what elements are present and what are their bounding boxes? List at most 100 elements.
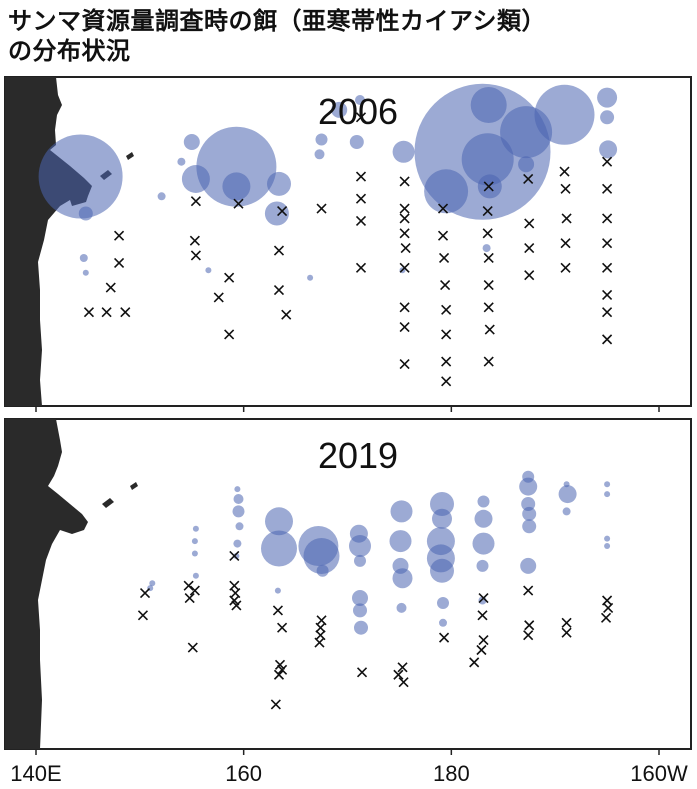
absence-cross: [183, 580, 194, 591]
absence-cross: [441, 329, 452, 340]
copepod-bubble: [315, 133, 328, 146]
absence-cross: [523, 630, 534, 641]
absence-cross: [560, 183, 571, 194]
absence-cross: [603, 602, 614, 613]
copepod-bubble: [522, 506, 537, 521]
absence-cross: [602, 156, 613, 167]
absence-cross: [524, 620, 535, 631]
copepod-bubble: [599, 140, 618, 159]
absence-cross: [356, 667, 368, 678]
copepod-bubble: [38, 134, 123, 219]
absence-cross: [277, 206, 288, 217]
copepod-bubble: [477, 495, 490, 508]
absence-cross: [560, 238, 571, 249]
absence-cross: [273, 284, 285, 296]
copepod-bubble: [604, 491, 611, 498]
copepod-bubble: [518, 156, 535, 173]
marks-2019: [137, 470, 614, 710]
copepod-bubble: [78, 206, 93, 221]
copepod-bubble: [149, 580, 156, 587]
x-tick-label: 160: [225, 761, 262, 786]
copepod-bubble: [482, 244, 491, 253]
landmass-islands-2019: [102, 482, 138, 508]
absence-cross: [399, 203, 410, 214]
absence-cross: [187, 642, 198, 653]
copepod-bubble: [353, 603, 367, 618]
absence-cross: [272, 605, 283, 616]
absence-cross: [139, 588, 151, 599]
copepod-bubble: [439, 618, 447, 627]
absence-cross: [441, 304, 452, 315]
copepod-bubble: [316, 564, 329, 577]
absence-cross: [189, 235, 200, 246]
absence-cross: [137, 610, 149, 621]
landmass-japan-2019: [5, 419, 88, 749]
copepod-bubble: [600, 110, 615, 125]
copepod-bubble: [261, 530, 297, 567]
copepod-bubble: [604, 535, 611, 542]
absence-cross: [476, 644, 487, 656]
copepod-bubble: [354, 620, 368, 635]
copepod-bubble: [233, 494, 244, 504]
absence-cross: [600, 612, 612, 623]
copepod-bubble: [396, 602, 407, 613]
panel-2019: 2019: [4, 418, 692, 750]
copepod-bubble: [222, 172, 251, 201]
copepod-bubble: [520, 557, 537, 574]
copepod-bubble: [235, 522, 244, 531]
absence-cross: [483, 302, 494, 313]
absence-cross: [399, 213, 410, 224]
absence-cross: [400, 243, 411, 254]
copepod-bubble: [191, 538, 198, 545]
absence-cross: [523, 173, 534, 185]
copepod-bubble: [474, 509, 493, 528]
copepod-bubble: [470, 87, 507, 123]
absence-cross: [602, 262, 613, 273]
absence-cross: [437, 203, 449, 214]
panel-title-2006: 2006: [318, 91, 398, 132]
absence-cross: [561, 213, 572, 224]
absence-cross: [477, 610, 488, 621]
absence-cross: [559, 166, 570, 177]
absence-cross: [441, 356, 452, 367]
absence-cross: [229, 550, 240, 562]
absence-cross: [438, 632, 450, 643]
absence-cross: [399, 321, 410, 333]
absence-cross: [478, 592, 489, 604]
absence-cross: [189, 585, 200, 596]
absence-cross: [602, 238, 613, 249]
absence-cross: [355, 193, 367, 204]
copepod-bubble: [519, 477, 538, 496]
copepod-bubble: [183, 134, 200, 150]
absence-cross: [602, 289, 613, 301]
copepod-bubble: [196, 126, 277, 207]
x-tick-label: 180: [433, 761, 470, 786]
x-tick-label: 160W: [630, 761, 688, 786]
absence-cross: [184, 592, 195, 604]
copepod-bubble: [392, 140, 415, 163]
copepod-bubble: [562, 507, 571, 516]
absence-cross: [560, 262, 571, 273]
absence-cross: [440, 280, 451, 291]
absence-cross: [231, 600, 242, 611]
absence-cross: [273, 245, 285, 256]
absence-cross: [224, 329, 235, 340]
absence-cross: [478, 635, 489, 646]
absence-cross: [524, 218, 535, 229]
absence-cross: [397, 662, 408, 673]
absence-cross: [399, 262, 410, 273]
copepod-bubble: [349, 535, 371, 557]
copepod-bubble: [307, 274, 314, 281]
absence-cross: [437, 230, 449, 241]
panel-frame-2019: [4, 418, 692, 750]
absence-cross: [399, 358, 410, 370]
absence-cross: [602, 213, 613, 224]
copepod-bubble: [430, 492, 454, 516]
title-line-2: の分布状況: [8, 37, 131, 65]
copepod-bubble: [432, 508, 452, 529]
copepod-bubble: [191, 550, 198, 557]
absence-cross: [213, 292, 224, 303]
absence-cross: [398, 677, 409, 688]
copepod-bubble: [192, 525, 199, 532]
